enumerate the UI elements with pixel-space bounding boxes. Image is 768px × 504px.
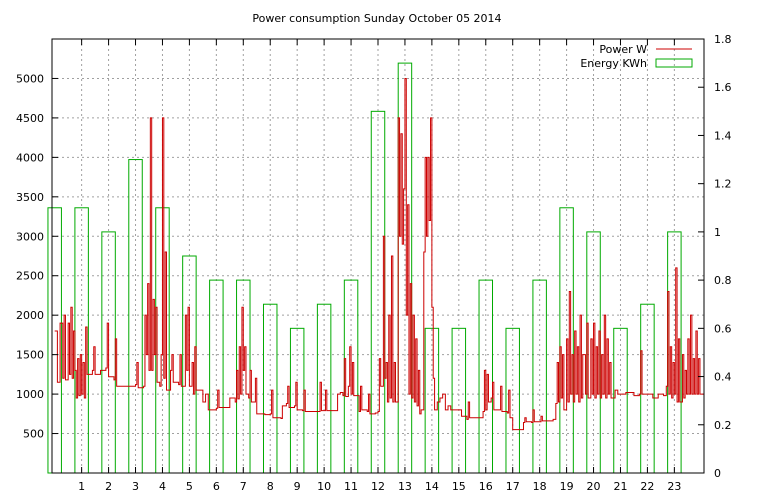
tick-label-y-right: 0: [714, 467, 721, 480]
tick-label-x: 15: [452, 480, 466, 493]
tick-label-x: 21: [613, 480, 627, 493]
power-line: [54, 77, 704, 431]
tick-label-y-right: 1.8: [714, 33, 732, 46]
tick-label-y-right: 1.2: [714, 178, 732, 191]
tick-label-x: 10: [317, 480, 331, 493]
tick-label-y-left: 1500: [16, 349, 44, 362]
energy-series: [47, 62, 682, 474]
tick-label-x: 1: [78, 480, 85, 493]
tick-label-x: 19: [560, 480, 574, 493]
tick-label-x: 5: [186, 480, 193, 493]
tick-label-x: 22: [640, 480, 654, 493]
tick-label-y-left: 5000: [16, 72, 44, 85]
tick-label-x: 14: [425, 480, 439, 493]
tick-label-x: 6: [213, 480, 220, 493]
tick-label-y-right: 0.4: [714, 371, 732, 384]
tick-label-x: 9: [294, 480, 301, 493]
tick-label-x: 2: [105, 480, 112, 493]
axes: 500 1000 1500 2000 2500 3000 3500 4000 4500 5000 0…: [16, 33, 732, 493]
tick-label-x: 8: [267, 480, 274, 493]
legend-power-label: Power W: [599, 43, 647, 56]
tick-label-x: 4: [159, 480, 166, 493]
tick-label-y-right: 1: [714, 226, 721, 239]
tick-label-x: 23: [667, 480, 681, 493]
legend-energy-label: Energy KWh: [580, 57, 647, 70]
tick-label-y-right: 0.6: [714, 322, 732, 335]
tick-label-x: 12: [371, 480, 385, 493]
tick-label-y-left: 1000: [16, 388, 44, 401]
tick-label-y-left: 2500: [16, 270, 44, 283]
legend: Power W Energy KWh: [580, 43, 693, 70]
tick-label-y-left: 4500: [16, 112, 44, 125]
tick-label-y-left: 3000: [16, 230, 44, 243]
tick-label-y-left: 3500: [16, 191, 44, 204]
energy-bar: [667, 231, 682, 474]
tick-label-y-right: 1.4: [714, 129, 732, 142]
legend-energy-swatch: [655, 58, 693, 68]
tick-label-y-right: 0.8: [714, 274, 732, 287]
tick-label-x: 13: [398, 480, 412, 493]
grid: [52, 39, 704, 473]
tick-label-x: 20: [587, 480, 601, 493]
tick-label-x: 18: [533, 480, 547, 493]
tick-label-y-left: 4000: [16, 151, 44, 164]
power-series: [54, 77, 704, 431]
tick-label-x: 3: [132, 480, 139, 493]
tick-label-x: 17: [506, 480, 520, 493]
tick-label-y-left: 500: [23, 428, 44, 441]
tick-label-y-left: 2000: [16, 309, 44, 322]
tick-label-x: 7: [240, 480, 247, 493]
tick-label-y-right: 1.6: [714, 81, 732, 94]
tick-label-x: 11: [344, 480, 358, 493]
chart-title: Power consumption Sunday October 05 2014: [252, 12, 501, 25]
tick-label-y-right: 0.2: [714, 419, 732, 432]
tick-label-x: 16: [479, 480, 493, 493]
